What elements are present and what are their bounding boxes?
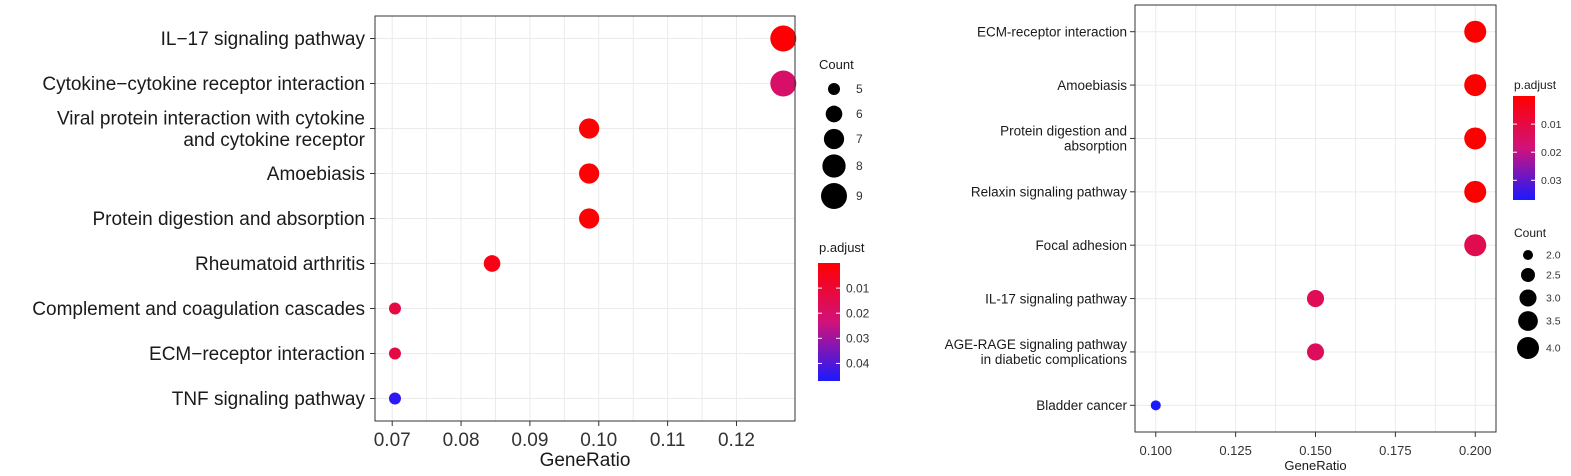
- count-legend-dot: [821, 183, 847, 209]
- left-dot-plot: IL−17 signaling pathway Cytokine−cytokine…: [32, 15, 870, 471]
- data-point: [1464, 74, 1487, 97]
- padjust-colorbar: [1513, 96, 1535, 200]
- count-legend-dot: [822, 154, 846, 178]
- padjust-legend-title: p.adjust: [819, 240, 865, 255]
- y-tick-label: Rheumatoid arthritis: [195, 254, 365, 275]
- count-legend-label: 2.5: [1546, 270, 1561, 282]
- data-point: [388, 392, 401, 405]
- x-tick-label: 0.07: [374, 430, 411, 451]
- count-legend-dot: [1517, 337, 1539, 359]
- x-tick-label: 0.08: [443, 430, 480, 451]
- y-tick-label: Protein digestion and absorption: [1000, 124, 1127, 154]
- y-tick-label: Complement and coagulation cascades: [32, 299, 365, 320]
- y-tick-label: Cytokine−cytokine receptor interaction: [42, 74, 365, 95]
- x-axis-title: GeneRatio: [1284, 458, 1346, 473]
- count-legend-dot: [1523, 250, 1533, 260]
- y-tick-label: ECM-receptor interaction: [977, 24, 1127, 39]
- data-point: [483, 255, 501, 272]
- data-point: [1464, 234, 1487, 257]
- data-point: [579, 118, 600, 139]
- data-point: [388, 347, 401, 360]
- count-legend-label: 7: [856, 132, 863, 146]
- x-tick-label: 0.100: [1139, 443, 1172, 458]
- count-legend-label: 6: [856, 107, 863, 121]
- padjust-legend-label: 0.03: [846, 332, 870, 346]
- y-tick-label: Focal adhesion: [1035, 238, 1127, 253]
- data-point: [579, 208, 600, 229]
- y-tick-label: Relaxin signaling pathway: [971, 185, 1127, 200]
- padjust-colorbar: [818, 263, 840, 381]
- y-tick-label: TNF signaling pathway: [172, 389, 366, 410]
- y-tick-label: Viral protein interaction with cytokine a…: [57, 109, 366, 151]
- data-point: [1464, 180, 1487, 203]
- data-point: [1150, 400, 1161, 411]
- count-legend-dot: [1518, 311, 1538, 331]
- count-legend-label: 8: [856, 159, 863, 173]
- padjust-legend-label: 0.02: [1541, 147, 1562, 159]
- count-legend-dot: [823, 128, 845, 150]
- count-legend-dot: [1521, 268, 1535, 282]
- padjust-legend-label: 0.02: [846, 306, 870, 320]
- count-legend-label: 5: [856, 82, 863, 96]
- data-point: [1306, 343, 1325, 361]
- padjust-legend-label: 0.01: [846, 281, 870, 295]
- count-legend-label: 9: [856, 189, 863, 203]
- padjust-legend-title: p.adjust: [1514, 78, 1557, 92]
- count-legend-label: 3.5: [1546, 316, 1561, 328]
- x-tick-label: 0.125: [1219, 443, 1252, 458]
- y-tick-label: Amoebiasis: [1057, 78, 1127, 93]
- padjust-legend-label: 0.01: [1541, 119, 1562, 131]
- count-legend-label: 3.0: [1546, 293, 1561, 305]
- data-point: [579, 163, 600, 184]
- y-tick-label: IL−17 signaling pathway: [161, 29, 366, 50]
- right-dot-plot: ECM-receptor interaction Amoebiasis Protei…: [945, 4, 1562, 473]
- x-tick-label: 0.09: [511, 430, 548, 451]
- count-legend-label: 2.0: [1546, 250, 1561, 262]
- y-tick-label: Bladder cancer: [1036, 398, 1127, 413]
- count-legend-dot: [825, 105, 843, 123]
- count-legend-title: Count: [819, 57, 854, 72]
- data-point: [1464, 20, 1487, 43]
- x-tick-label: 0.150: [1299, 443, 1332, 458]
- x-tick-label: 0.175: [1379, 443, 1412, 458]
- data-point: [770, 25, 797, 52]
- data-point: [770, 70, 797, 97]
- y-tick-label: Amoebiasis: [267, 164, 365, 185]
- y-tick-label: IL-17 signaling pathway: [985, 291, 1127, 306]
- count-legend-dot: [1519, 289, 1537, 307]
- x-tick-label: 0.12: [718, 430, 755, 451]
- y-tick-label: AGE-RAGE signaling pathway in diabetic co…: [945, 337, 1128, 367]
- y-tick-label: ECM−receptor interaction: [149, 344, 365, 365]
- padjust-legend-label: 0.03: [1541, 175, 1562, 187]
- x-tick-label: 0.10: [580, 430, 617, 451]
- count-legend-label: 4.0: [1546, 343, 1561, 355]
- x-axis-title: GeneRatio: [540, 450, 631, 471]
- y-tick-label: Protein digestion and absorption: [92, 209, 365, 230]
- count-legend-title: Count: [1514, 226, 1547, 240]
- x-tick-label: 0.11: [650, 430, 686, 451]
- x-tick-label: 0.200: [1459, 443, 1492, 458]
- padjust-legend-label: 0.04: [846, 357, 870, 371]
- data-point: [1464, 127, 1487, 150]
- count-legend-dot: [828, 83, 840, 95]
- data-point: [388, 302, 401, 315]
- data-point: [1306, 290, 1325, 308]
